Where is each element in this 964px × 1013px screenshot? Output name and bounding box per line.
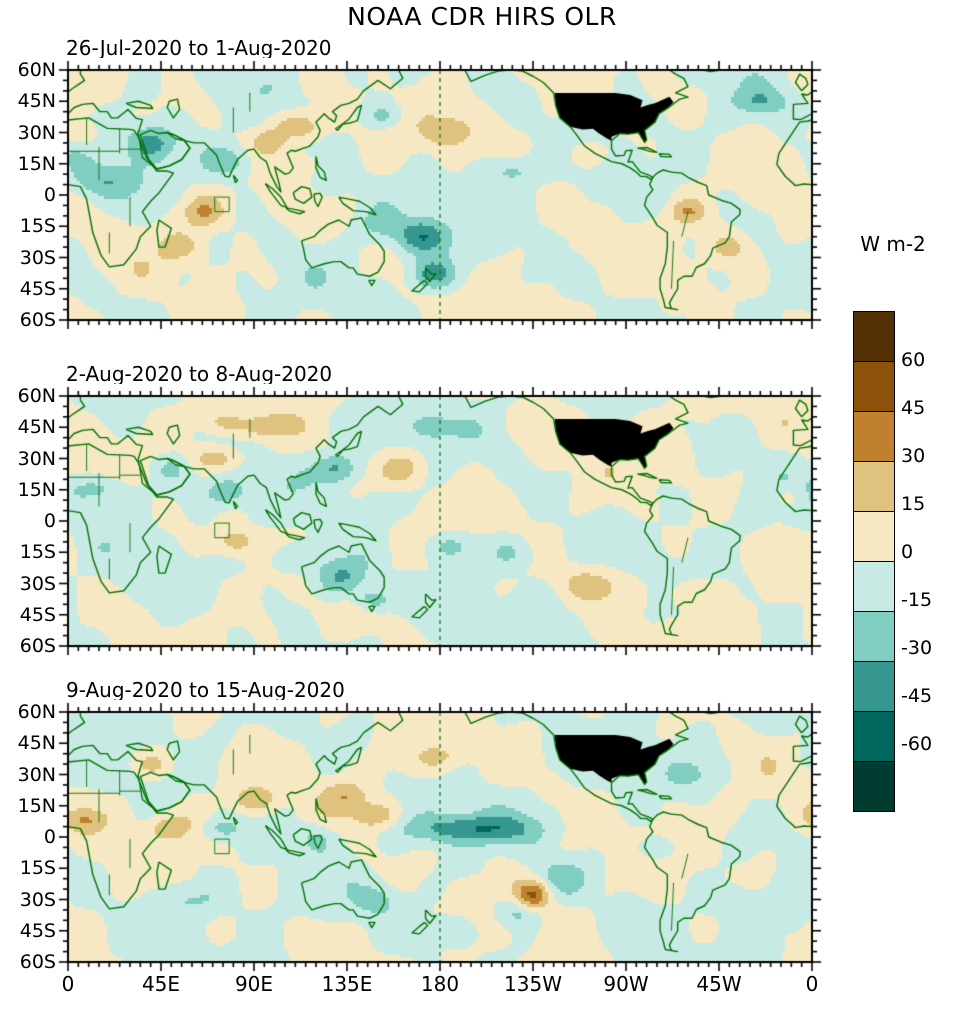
colorbar-box-0 <box>853 311 895 362</box>
lon-label-0: 0 <box>805 972 819 996</box>
colorbar-box-1 <box>853 361 895 412</box>
lat-label-30n-p1: 30N <box>17 121 56 144</box>
lat-label-30n-p3: 30N <box>17 763 56 786</box>
lat-label-60n-p1: 60N <box>17 59 56 81</box>
lat-label-15s-p3: 15S <box>19 857 56 880</box>
colorbar-box-8 <box>853 711 895 762</box>
lon-label-135w: 135W <box>504 972 562 996</box>
lat-label-45s-p2: 45S <box>19 603 56 626</box>
colorbar-tick--45: -45 <box>901 685 933 707</box>
colorbar-tick--30: -30 <box>901 637 933 659</box>
panel-subtitle-1: 26-Jul-2020 to 1-Aug-2020 <box>66 36 332 60</box>
lat-label-60s-p2: 60S <box>19 635 56 657</box>
lat-label-60s-p3: 60S <box>19 951 56 973</box>
colorbar-box-6 <box>853 611 895 662</box>
colorbar-box-9 <box>853 761 895 812</box>
lat-label-30s-p1: 30S <box>19 246 56 269</box>
lat-label-0-p3: 0 <box>43 826 56 848</box>
colorbar-box-7 <box>853 661 895 712</box>
colorbar-tick-60: 60 <box>901 349 926 371</box>
map-panel-2 <box>56 384 824 658</box>
colorbar-box-2 <box>853 411 895 462</box>
lon-label-90e: 90E <box>234 972 274 996</box>
colorbar <box>853 311 895 812</box>
lon-label-90w: 90W <box>603 972 649 996</box>
colorbar-box-4 <box>853 511 895 562</box>
lat-label-15n-p3: 15N <box>17 794 56 817</box>
lon-label-45e: 45E <box>141 972 181 996</box>
lat-label-30s-p2: 30S <box>19 572 56 595</box>
lon-label-0: 0 <box>61 972 75 996</box>
colorbar-tick-30: 30 <box>901 445 926 467</box>
lat-label-30n-p2: 30N <box>17 447 56 470</box>
map-panel-3 <box>56 700 824 974</box>
panel-subtitle-3: 9-Aug-2020 to 15-Aug-2020 <box>66 678 345 702</box>
panel-subtitle-2: 2-Aug-2020 to 8-Aug-2020 <box>66 362 333 386</box>
colorbar-box-5 <box>853 561 895 612</box>
lat-label-15n-p2: 15N <box>17 478 56 501</box>
lon-label-135e: 135E <box>321 972 373 996</box>
lat-label-60n-p2: 60N <box>17 385 56 407</box>
colorbar-tick-0: 0 <box>901 541 914 563</box>
lat-label-45n-p1: 45N <box>17 90 56 113</box>
lat-label-15n-p1: 15N <box>17 152 56 175</box>
lon-label-45w: 45W <box>696 972 742 996</box>
colorbar-tick--15: -15 <box>901 589 933 611</box>
lat-label-45s-p3: 45S <box>19 919 56 942</box>
colorbar-tick--60: -60 <box>901 733 933 755</box>
lat-label-15s-p1: 15S <box>19 215 56 238</box>
lat-label-45n-p3: 45N <box>17 732 56 755</box>
lat-label-15s-p2: 15S <box>19 541 56 564</box>
lat-label-60n-p3: 60N <box>17 701 56 723</box>
colorbar-box-3 <box>853 461 895 512</box>
lat-label-45s-p1: 45S <box>19 277 56 300</box>
figure-title: NOAA CDR HIRS OLR <box>347 2 617 31</box>
colorbar-tick-15: 15 <box>901 493 926 515</box>
colorbar-tick-45: 45 <box>901 397 926 419</box>
lat-label-45n-p2: 45N <box>17 416 56 439</box>
lat-label-30s-p3: 30S <box>19 888 56 911</box>
lat-label-0-p2: 0 <box>43 510 56 532</box>
colorbar-title: W m-2 <box>860 232 926 256</box>
lon-label-180: 180 <box>420 972 460 996</box>
lat-label-0-p1: 0 <box>43 184 56 206</box>
lat-label-60s-p1: 60S <box>19 309 56 331</box>
map-panel-1 <box>56 58 824 332</box>
